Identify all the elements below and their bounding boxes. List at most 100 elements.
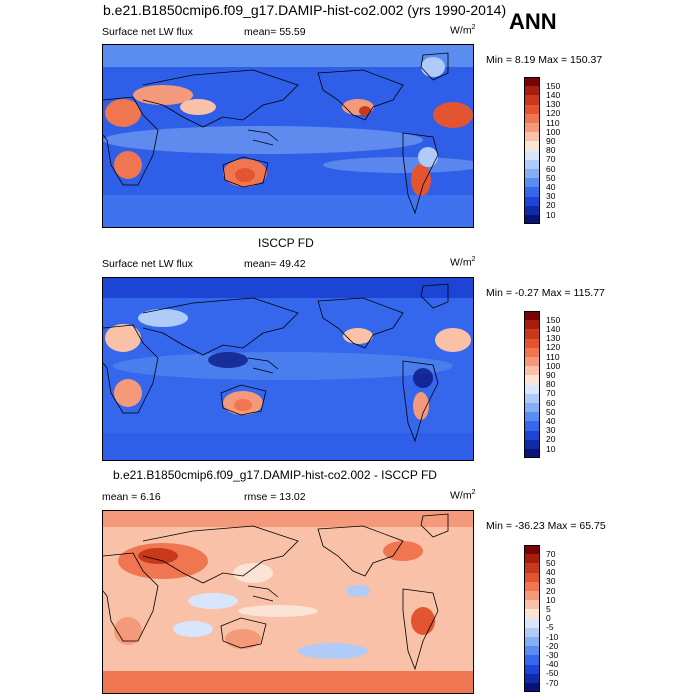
colorbar-tick-label: 70 bbox=[546, 548, 556, 559]
panel1-minmax: Min = 8.19 Max = 150.37 bbox=[486, 54, 603, 66]
colorbar-swatch bbox=[524, 187, 540, 197]
colorbar-tick-label: 110 bbox=[546, 351, 560, 362]
panel1-map-graphic bbox=[103, 45, 473, 227]
panel1-map bbox=[102, 44, 474, 228]
panel2-map-graphic bbox=[103, 278, 473, 460]
colorbar-tick-label: -70 bbox=[546, 677, 559, 688]
colorbar-tick-label: 140 bbox=[546, 89, 561, 100]
colorbar-swatch bbox=[524, 347, 540, 357]
panel3-mean-label: mean = 6.16 bbox=[102, 491, 161, 503]
colorbar-swatch bbox=[524, 132, 540, 142]
colorbar-tick-label: 50 bbox=[546, 557, 556, 568]
panel2-units-label: W/m2 bbox=[450, 256, 476, 269]
colorbar-swatch bbox=[524, 412, 540, 422]
panel3-title: b.e21.B1850cmip6.f09_g17.DAMIP-hist-co2.… bbox=[113, 468, 437, 482]
colorbar-swatch bbox=[524, 618, 540, 628]
colorbar-tick-label: -30 bbox=[546, 649, 559, 660]
colorbar-tick-label: 30 bbox=[546, 191, 556, 202]
colorbar-swatch bbox=[524, 581, 540, 591]
colorbar-tick-label: 150 bbox=[546, 80, 561, 91]
colorbar-swatch bbox=[524, 205, 540, 215]
colorbar-tick-label: 120 bbox=[546, 342, 561, 353]
colorbar-tick-label: 10 bbox=[546, 443, 556, 454]
panel2-minmax: Min = -0.27 Max = 115.77 bbox=[486, 287, 605, 299]
colorbar-swatch bbox=[524, 178, 540, 188]
panel2-map bbox=[102, 277, 474, 461]
colorbar-swatch bbox=[524, 196, 540, 206]
colorbar-tick-label: -50 bbox=[546, 668, 559, 679]
colorbar-tick-label: 10 bbox=[546, 209, 556, 220]
colorbar-tick-label: 50 bbox=[546, 172, 556, 183]
colorbar-tick-label: 110 bbox=[546, 117, 560, 128]
colorbar-swatch bbox=[524, 655, 540, 665]
colorbar-tick-label: 10 bbox=[546, 594, 556, 605]
colorbar-tick-label: 40 bbox=[546, 181, 556, 192]
colorbar-tick-label: 140 bbox=[546, 323, 561, 334]
colorbar-swatch bbox=[524, 141, 540, 151]
colorbar-swatch bbox=[524, 86, 540, 96]
colorbar-tick-label: 70 bbox=[546, 154, 556, 165]
colorbar-swatch bbox=[524, 421, 540, 431]
colorbar-swatch bbox=[524, 572, 540, 582]
colorbar-swatch bbox=[524, 384, 540, 394]
colorbar-swatch bbox=[524, 329, 540, 339]
panel3-units-label: W/m2 bbox=[450, 489, 476, 502]
colorbar-tick-label: 70 bbox=[546, 388, 556, 399]
colorbar-swatch bbox=[524, 683, 540, 693]
colorbar-swatch bbox=[524, 123, 540, 133]
colorbar-swatch bbox=[524, 403, 540, 413]
colorbar-swatch bbox=[524, 563, 540, 573]
colorbar-swatch bbox=[524, 627, 540, 637]
colorbar-tick-label: 130 bbox=[546, 99, 561, 110]
colorbar-tick-label: 60 bbox=[546, 397, 556, 408]
season-label: ANN bbox=[509, 9, 557, 34]
colorbar-swatch bbox=[524, 449, 540, 459]
colorbar-swatch bbox=[524, 664, 540, 674]
colorbar-swatch bbox=[524, 375, 540, 385]
colorbar-tick-label: 30 bbox=[546, 576, 556, 587]
colorbar-tick-label: 150 bbox=[546, 314, 561, 325]
colorbar-tick-label: 100 bbox=[546, 126, 561, 137]
colorbar-swatch bbox=[524, 393, 540, 403]
colorbar-swatch bbox=[524, 215, 540, 225]
colorbar-swatch bbox=[524, 320, 540, 330]
colorbar-swatch bbox=[524, 366, 540, 376]
colorbar-tick-label: 0 bbox=[546, 613, 551, 624]
colorbar-tick-label: 30 bbox=[546, 425, 556, 436]
panel1-variable-label: Surface net LW flux bbox=[102, 26, 193, 38]
colorbar-swatch bbox=[524, 95, 540, 105]
colorbar-tick-label: 20 bbox=[546, 200, 556, 211]
panel2-mean-label: mean= 49.42 bbox=[244, 258, 306, 270]
colorbar-swatch bbox=[524, 311, 540, 321]
colorbar-tick-label: 20 bbox=[546, 434, 556, 445]
colorbar-swatch bbox=[524, 439, 540, 449]
colorbar-swatch bbox=[524, 159, 540, 169]
colorbar-swatch bbox=[524, 545, 540, 555]
colorbar-tick-label: 90 bbox=[546, 369, 556, 380]
colorbar-swatch bbox=[524, 338, 540, 348]
colorbar-swatch bbox=[524, 637, 540, 647]
colorbar-tick-label: -10 bbox=[546, 631, 559, 642]
main-title: b.e21.B1850cmip6.f09_g17.DAMIP-hist-co2.… bbox=[103, 2, 507, 18]
panel2-title: ISCCP FD bbox=[258, 236, 314, 250]
colorbar-tick-label: 80 bbox=[546, 145, 556, 156]
colorbar-swatch bbox=[524, 554, 540, 564]
colorbar-tick-label: 100 bbox=[546, 360, 561, 371]
colorbar-swatch bbox=[524, 169, 540, 179]
colorbar-swatch bbox=[524, 646, 540, 656]
panel3-minmax: Min = -36.23 Max = 65.75 bbox=[486, 520, 606, 532]
colorbar-tick-label: 5 bbox=[546, 603, 551, 614]
colorbar-tick-label: 80 bbox=[546, 379, 556, 390]
colorbar-swatch bbox=[524, 77, 540, 87]
colorbar-swatch bbox=[524, 673, 540, 683]
colorbar-tick-label: -5 bbox=[546, 622, 554, 633]
colorbar-swatch bbox=[524, 150, 540, 160]
panel2-variable-label: Surface net LW flux bbox=[102, 258, 193, 270]
colorbar-tick-label: 60 bbox=[546, 163, 556, 174]
colorbar-tick-label: 40 bbox=[546, 567, 556, 578]
colorbar-tick-label: -20 bbox=[546, 640, 559, 651]
panel3-map-graphic bbox=[103, 511, 473, 693]
colorbar-swatch bbox=[524, 600, 540, 610]
panel3-rmse-label: rmse = 13.02 bbox=[244, 491, 306, 503]
colorbar-tick-label: 20 bbox=[546, 585, 556, 596]
